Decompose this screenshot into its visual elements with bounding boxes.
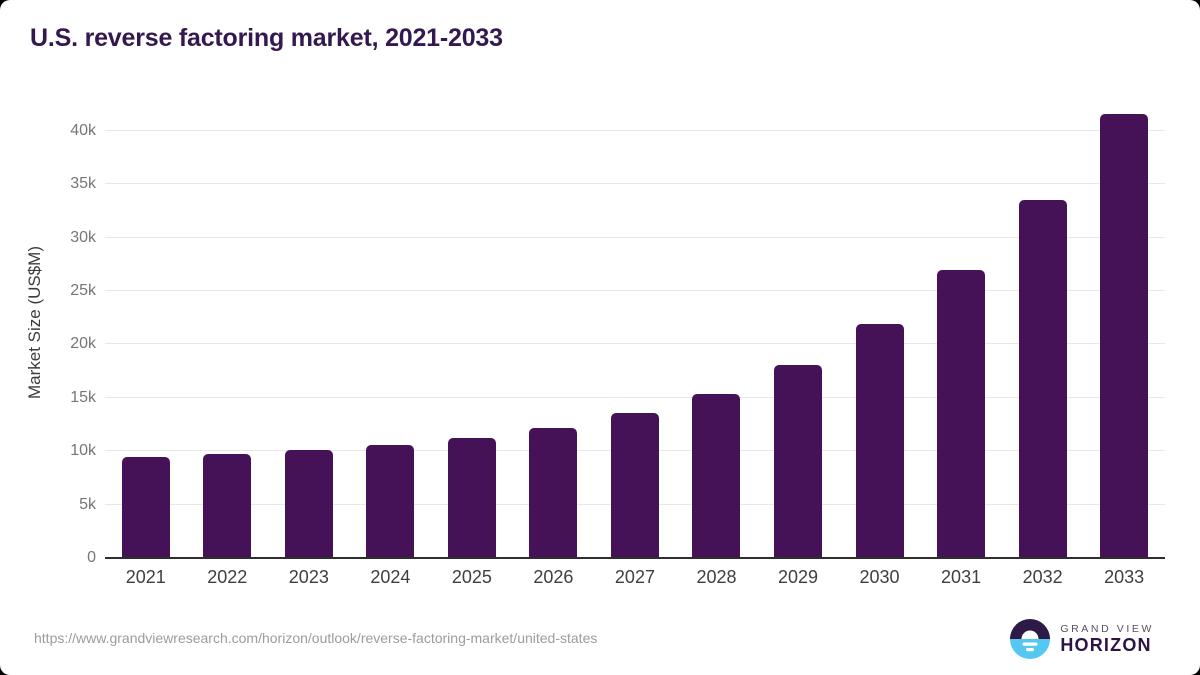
bar-2027[interactable] [610, 413, 659, 558]
bar-2026[interactable] [529, 427, 578, 558]
bar-2033[interactable] [1100, 113, 1149, 558]
bar-2023[interactable] [284, 449, 333, 558]
bar-column-2026 [513, 88, 595, 558]
bar-2029[interactable] [774, 364, 823, 558]
x-tick-label-2028: 2028 [696, 567, 737, 587]
x-tick-label-2022: 2022 [207, 567, 248, 587]
bar-column-2022 [187, 88, 269, 558]
logo-grand-view-text: GRAND VIEW [1060, 622, 1154, 635]
horizon-sun-icon [1010, 619, 1051, 659]
bar-column-2031 [920, 88, 1002, 558]
bar-column-2028 [676, 88, 758, 558]
bar-2022[interactable] [203, 453, 252, 558]
bar-2021[interactable] [121, 457, 170, 558]
y-tick-label-15k: 15k [70, 388, 96, 406]
bar-column-2025 [431, 88, 513, 558]
x-tick-label-2021: 2021 [125, 567, 166, 587]
x-tick-label-2030: 2030 [859, 567, 900, 587]
gridline-25k [105, 289, 1165, 291]
bar-series [105, 88, 1165, 558]
gridline-40k [105, 129, 1165, 131]
x-tick-label-2025: 2025 [451, 567, 492, 587]
bar-column-2032 [1002, 88, 1084, 558]
bar-column-2027 [594, 88, 676, 558]
gridline-35k [105, 183, 1165, 185]
source-url: https://www.grandviewresearch.com/horizo… [34, 630, 598, 646]
x-tick-label-2031: 2031 [941, 567, 982, 587]
logo-wordmark: GRAND VIEW HORIZON [1060, 623, 1154, 656]
y-tick-label-20k: 20k [70, 335, 96, 353]
gridline-30k [105, 236, 1165, 238]
gridline-20k [105, 343, 1165, 345]
bar-2031[interactable] [937, 269, 986, 558]
gridline-15k [105, 396, 1165, 398]
grand-view-horizon-logo: GRAND VIEW HORIZON [1010, 619, 1154, 659]
bar-2024[interactable] [366, 444, 415, 558]
plot-area [105, 88, 1165, 559]
x-tick-label-2033: 2033 [1104, 567, 1145, 587]
x-tick-label-2026: 2026 [533, 567, 574, 587]
y-tick-label-10k: 10k [70, 442, 96, 460]
y-tick-label-35k: 35k [70, 175, 96, 193]
bar-column-2029 [757, 88, 839, 558]
x-tick-label-2029: 2029 [777, 567, 819, 587]
y-axis-title: Market Size (US$M) [25, 246, 44, 400]
x-axis-line [105, 557, 1165, 559]
bar-2030[interactable] [855, 323, 904, 558]
bar-2025[interactable] [447, 437, 496, 558]
y-tick-label-40k: 40k [70, 121, 96, 139]
bar-2032[interactable] [1018, 200, 1067, 558]
y-tick-label-25k: 25k [70, 281, 96, 299]
y-tick-label-30k: 30k [70, 228, 96, 246]
x-tick-label-2032: 2032 [1022, 567, 1063, 587]
bar-column-2024 [350, 88, 432, 558]
logo-horizon-text: HORIZON [1060, 634, 1152, 655]
bar-2028[interactable] [692, 393, 741, 558]
x-tick-label-2024: 2024 [370, 567, 411, 587]
bar-column-2023 [268, 88, 350, 558]
bar-column-2030 [839, 88, 921, 558]
y-tick-label-5k: 5k [79, 495, 96, 513]
x-tick-label-2027: 2027 [614, 567, 655, 587]
bar-column-2033 [1083, 88, 1165, 558]
page-title: U.S. reverse factoring market, 2021-2033 [30, 24, 503, 52]
x-tick-label-2023: 2023 [288, 567, 329, 587]
x-axis-tick-labels: 2021 2022 2023 2024 2025 2026 2027 2028 2029 2030… [105, 567, 1165, 588]
y-axis-tick-labels: 0 5k 10k 15k 20k 25k 30k 35k 40k [54, 88, 96, 565]
bar-column-2021 [105, 88, 187, 558]
y-axis-title-wrap: Market Size (US$M) [24, 88, 46, 558]
y-tick-label-0: 0 [87, 549, 96, 566]
